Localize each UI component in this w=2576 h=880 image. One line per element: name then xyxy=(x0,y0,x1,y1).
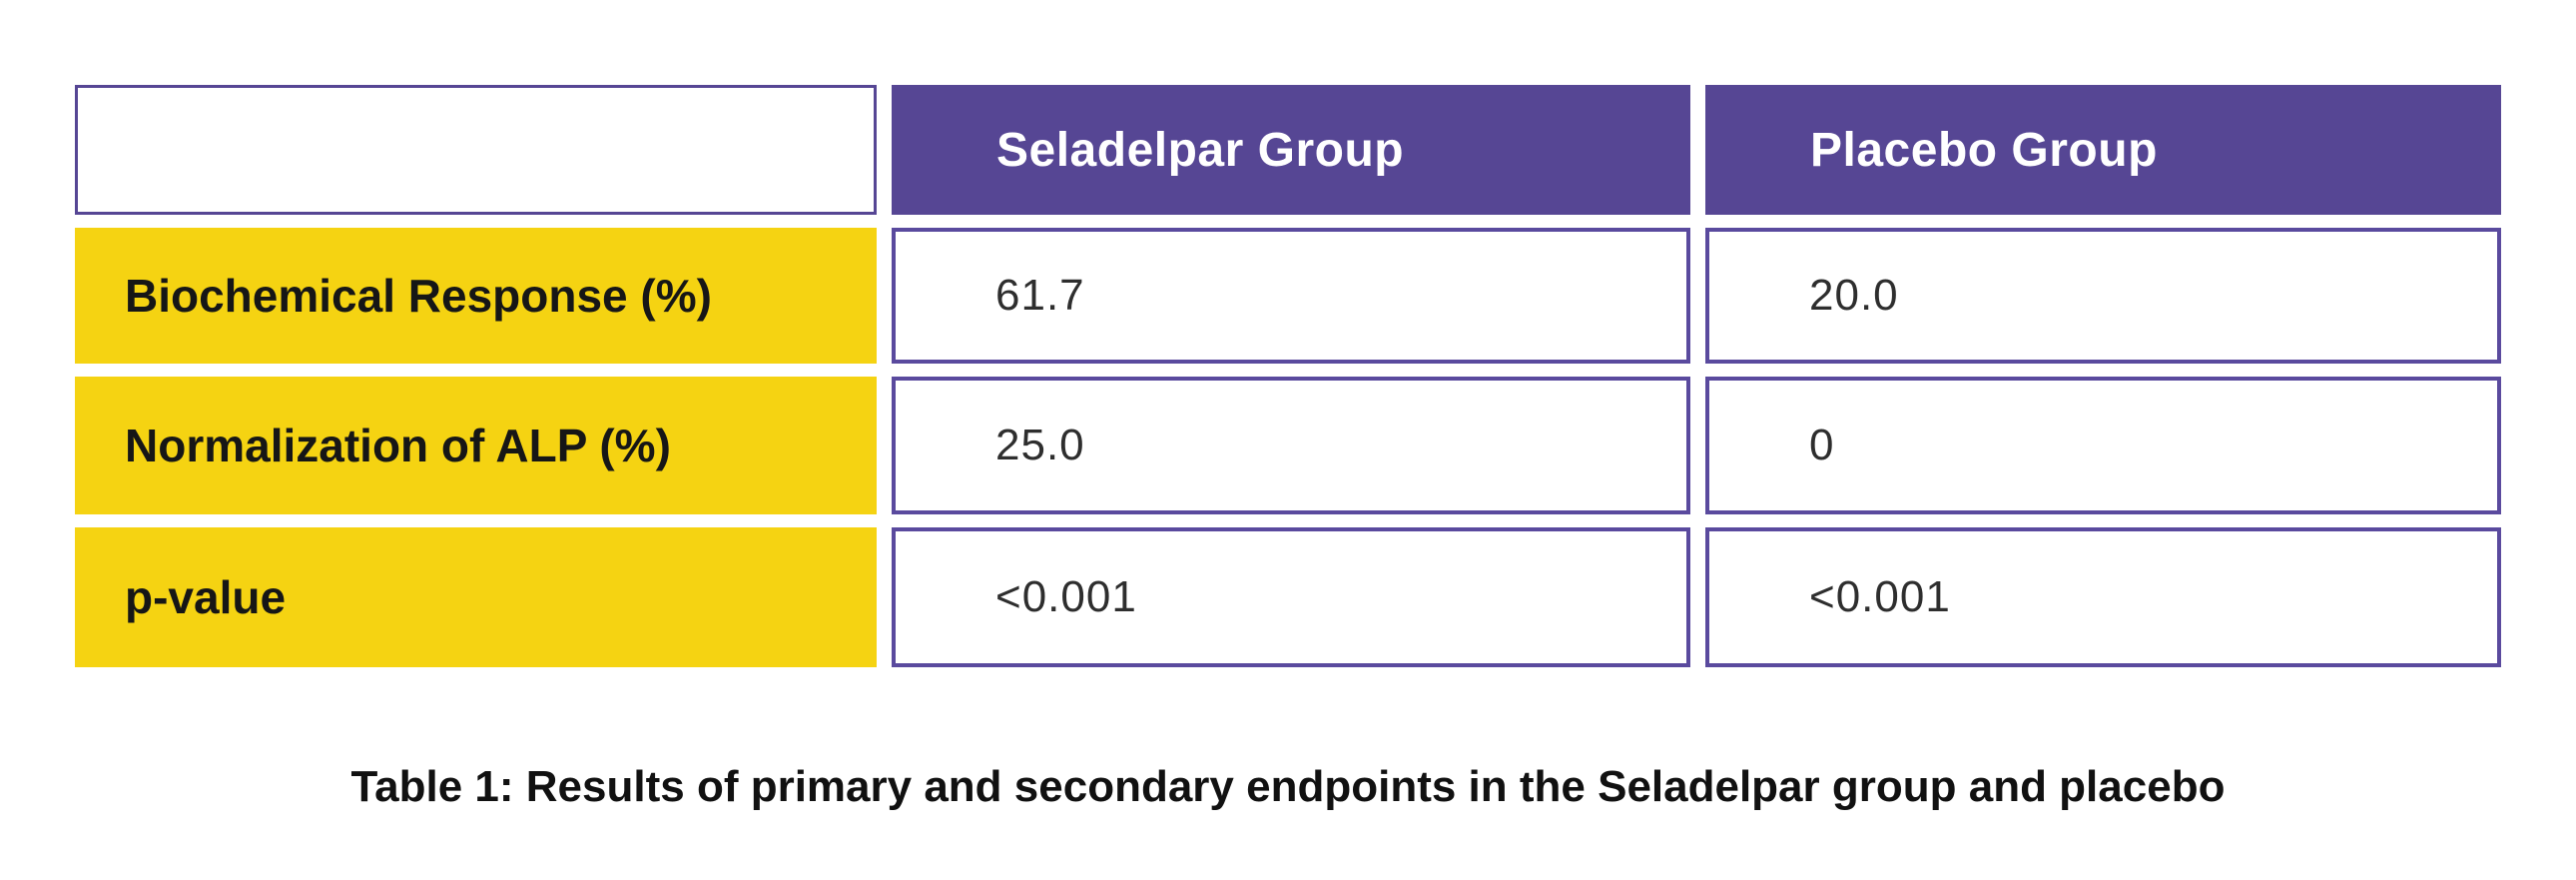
value-biochemical-response-seladelpar: 61.7 xyxy=(892,228,1690,364)
value-normalization-alp-seladelpar: 25.0 xyxy=(892,377,1690,514)
column-header-placebo-group: Placebo Group xyxy=(1705,85,2501,215)
row-label-biochemical-response: Biochemical Response (%) xyxy=(75,228,877,364)
value-biochemical-response-placebo: 20.0 xyxy=(1705,228,2501,364)
value-p-value-seladelpar: <0.001 xyxy=(892,527,1690,667)
table-caption: Table 1: Results of primary and secondar… xyxy=(350,762,2226,811)
results-table: Seladelpar Group Placebo Group Biochemic… xyxy=(75,85,2501,667)
row-label-normalization-alp: Normalization of ALP (%) xyxy=(75,377,877,514)
column-header-seladelpar-group: Seladelpar Group xyxy=(892,85,1690,215)
row-label-p-value: p-value xyxy=(75,527,877,667)
value-normalization-alp-placebo: 0 xyxy=(1705,377,2501,514)
corner-cell xyxy=(75,85,877,215)
value-p-value-placebo: <0.001 xyxy=(1705,527,2501,667)
